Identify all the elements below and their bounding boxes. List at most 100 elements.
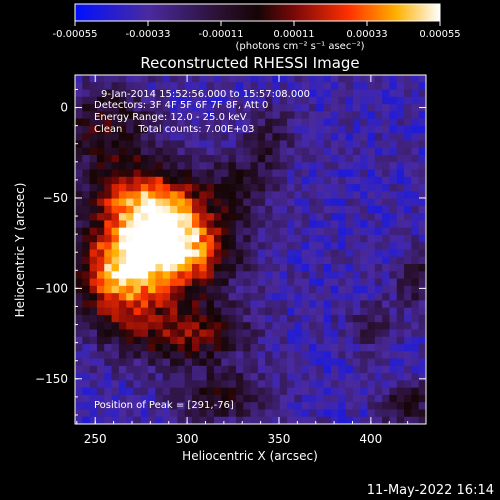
heatmap-cell: [75, 380, 83, 389]
heatmap-cell: [96, 278, 105, 287]
heatmap-cell: [309, 198, 317, 207]
heatmap-cell: [367, 358, 376, 367]
heatmap-cell: [184, 111, 193, 120]
heatmap-cell: [235, 264, 244, 272]
heatmap-cell: [301, 96, 310, 105]
heatmap-cell: [389, 249, 398, 258]
heatmap-cell: [374, 365, 383, 374]
heatmap-cell: [389, 220, 398, 229]
heatmap-cell: [96, 373, 105, 381]
heatmap-cell: [235, 220, 244, 229]
heatmap-cell: [75, 373, 83, 381]
heatmap-cell: [213, 322, 222, 330]
heatmap-cell: [184, 351, 193, 359]
heatmap-cell: [301, 205, 310, 214]
heatmap-cell: [75, 234, 83, 243]
heatmap-cell: [404, 336, 412, 345]
heatmap-cell: [250, 162, 259, 170]
heatmap-cell: [404, 140, 412, 149]
heatmap-cell: [257, 394, 266, 403]
heatmap-cell: [104, 205, 112, 214]
heatmap-cell: [82, 147, 91, 156]
heatmap-cell: [411, 314, 420, 323]
heatmap-cell: [213, 264, 222, 272]
heatmap-cell: [352, 344, 361, 352]
heatmap-cell: [316, 89, 325, 98]
heatmap-cell: [133, 104, 142, 112]
heatmap-cell: [367, 387, 376, 396]
heatmap-cell: [367, 118, 376, 127]
heatmap-cell: [140, 147, 149, 156]
heatmap-cell: [118, 380, 127, 389]
heatmap-cell: [323, 75, 332, 83]
heatmap-cell: [89, 300, 98, 309]
heatmap-cell: [243, 314, 251, 323]
heatmap-cell: [104, 322, 112, 330]
heatmap-cell: [221, 373, 229, 381]
heatmap-cell: [96, 205, 105, 214]
heatmap-cell: [243, 329, 251, 338]
heatmap-cell: [316, 285, 325, 294]
heatmap-cell: [265, 322, 273, 330]
heatmap-cell: [360, 278, 368, 287]
heatmap-cell: [279, 380, 288, 389]
heatmap-cell: [294, 314, 303, 323]
heatmap-cell: [411, 271, 420, 279]
heatmap-cell: [184, 220, 193, 229]
heatmap-cell: [75, 118, 83, 127]
heatmap-cell: [140, 416, 149, 425]
heatmap-cell: [250, 198, 259, 207]
heatmap-cell: [75, 125, 83, 134]
heatmap-cell: [323, 344, 332, 352]
heatmap-cell: [118, 249, 127, 258]
heatmap-cell: [162, 358, 171, 367]
heatmap-cell: [338, 365, 346, 374]
heatmap-cell: [294, 213, 303, 221]
heatmap-cell: [250, 394, 259, 403]
heatmap-cell: [140, 271, 149, 279]
heatmap-cell: [287, 409, 295, 418]
heatmap-cell: [235, 75, 244, 83]
heatmap-cell: [374, 402, 383, 410]
heatmap-cell: [111, 104, 120, 112]
heatmap-cell: [367, 249, 376, 258]
heatmap-cell: [374, 307, 383, 316]
heatmap-cell: [243, 111, 251, 120]
heatmap-cell: [177, 176, 186, 185]
heatmap-cell: [294, 344, 303, 352]
heatmap-cell: [235, 256, 244, 265]
heatmap-cell: [111, 300, 120, 309]
heatmap-cell: [345, 205, 354, 214]
heatmap-cell: [184, 380, 193, 389]
heatmap-cell: [75, 358, 83, 367]
heatmap-cell: [126, 373, 134, 381]
heatmap-cell: [111, 213, 120, 221]
heatmap-cell: [89, 169, 98, 178]
heatmap-cell: [367, 213, 376, 221]
heatmap-cell: [199, 118, 208, 127]
heatmap-cell: [133, 314, 142, 323]
heatmap-cell: [192, 227, 200, 236]
heatmap-cell: [338, 358, 346, 367]
heatmap-cell: [323, 198, 332, 207]
heatmap-cell: [287, 111, 295, 120]
heatmap-cell: [177, 242, 186, 250]
heatmap-cell: [162, 147, 171, 156]
heatmap-cell: [352, 191, 361, 199]
heatmap-cell: [89, 227, 98, 236]
heatmap-cell: [126, 89, 134, 98]
heatmap-cell: [148, 365, 156, 374]
heatmap-cell: [330, 402, 339, 410]
heatmap-cell: [89, 220, 98, 229]
heatmap-cell: [257, 220, 266, 229]
heatmap-cell: [374, 358, 383, 367]
heatmap-cell: [404, 75, 412, 83]
heatmap-cell: [162, 133, 171, 141]
heatmap-cell: [82, 205, 91, 214]
heatmap-cell: [199, 373, 208, 381]
heatmap-cell: [396, 358, 405, 367]
heatmap-cell: [345, 82, 354, 90]
heatmap-cell: [250, 154, 259, 163]
heatmap-cell: [250, 293, 259, 301]
heatmap-cell: [170, 198, 178, 207]
